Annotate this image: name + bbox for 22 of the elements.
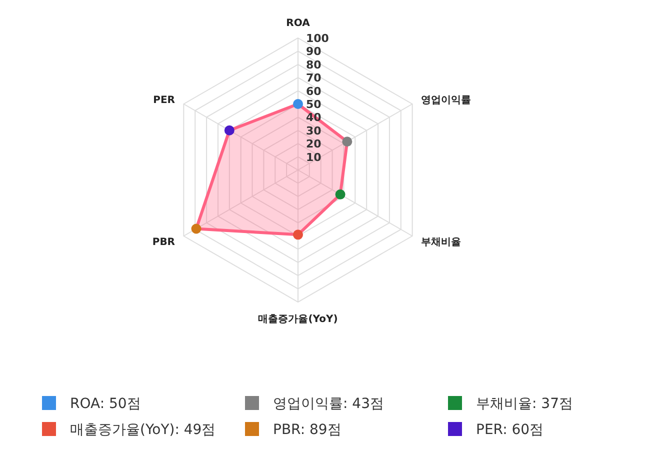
y-tick-label: 70: [306, 72, 322, 85]
y-tick-label: 90: [306, 45, 322, 58]
y-tick-label: 10: [306, 150, 322, 164]
text: PER: 60점: [476, 422, 544, 438]
spoke-label: 부채비율: [420, 237, 461, 248]
text: ROA: 50점: [70, 396, 141, 412]
y-tick-label: 100: [306, 32, 330, 45]
spoke-label: 영업이익률: [420, 95, 471, 106]
spoke-label: ROA: [286, 18, 310, 29]
text: PBR: 89점: [273, 422, 342, 438]
y-tick-label: 60: [306, 84, 322, 98]
spoke-label: PBR: [152, 237, 176, 248]
text: 부채비율: 37점: [476, 396, 573, 412]
spoke-label: PER: [153, 95, 176, 106]
y-tick-label: 40: [306, 111, 322, 124]
y-tick-label: 20: [306, 138, 322, 151]
y-tick-label: 50: [306, 98, 322, 111]
spoke-label: 매출증가율(YoY): [258, 314, 338, 325]
y-tick-label: 30: [306, 124, 322, 138]
y-tick-label: 80: [306, 58, 322, 72]
text: 매출증가율(YoY): 49점: [70, 422, 216, 438]
text: 영업이익률: 43점: [273, 396, 384, 412]
